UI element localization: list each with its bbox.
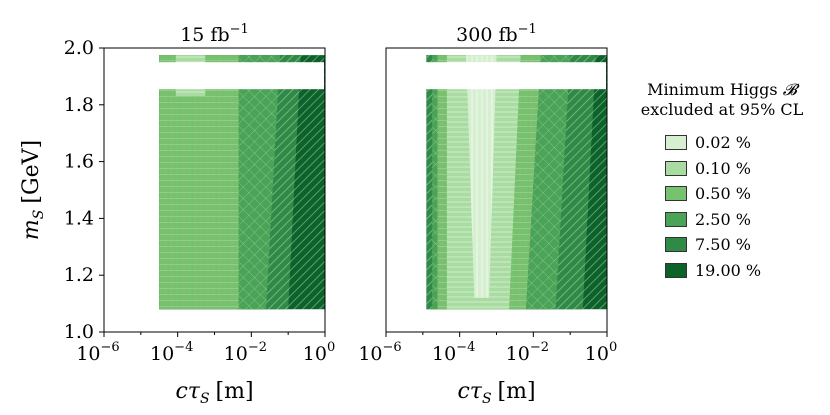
- legend: Minimum Higgs 𝓑 excluded at 95% CL 0.02 …: [622, 80, 822, 283]
- legend-label: 0.02 %: [695, 133, 751, 153]
- x-tick-label: 100: [585, 340, 617, 365]
- legend-label: 2.50 %: [695, 209, 751, 229]
- legend-label: 0.50 %: [695, 184, 751, 204]
- legend-title-line2: excluded at 95% CL: [640, 100, 804, 119]
- panel-title: 300 fb−1: [456, 22, 537, 46]
- legend-item: 0.10 %: [622, 156, 822, 182]
- panel-300fb: 10−6 10−4 10−2 100 300 fb−1 cτS [m]: [358, 22, 617, 407]
- legend-label: 19.00 %: [695, 260, 762, 280]
- x-axis-label: cτS [m]: [175, 379, 253, 407]
- exclusion-region-hatch: [159, 55, 239, 310]
- legend-swatch: [665, 211, 687, 227]
- legend-label: 0.10 %: [695, 158, 751, 178]
- legend-item: 0.02 %: [622, 130, 822, 156]
- y-tick-label: 1.2: [64, 264, 94, 286]
- y-tick-label: 2.0: [64, 37, 94, 59]
- exclusion-region-hatch: [466, 55, 497, 298]
- panel-title: 15 fb−1: [180, 22, 249, 46]
- y-tick-label: 1.4: [64, 207, 94, 229]
- legend-item: 2.50 %: [622, 207, 822, 233]
- legend-swatch: [665, 186, 687, 202]
- legend-swatch: [665, 160, 687, 176]
- x-tick-label: 10−6: [358, 340, 401, 365]
- excluded-mass-band: [105, 62, 324, 90]
- x-tick-label: 10−6: [76, 340, 119, 365]
- x-tick-label: 10−4: [432, 340, 475, 365]
- panel-15fb: 10−6 10−4 10−2 100 1.0 1.2 1.4 1.6 1.8 2.0 15 fb…: [19, 22, 335, 407]
- legend-item: 7.50 %: [622, 232, 822, 258]
- y-tick-label: 1.6: [64, 151, 94, 173]
- x-tick-label: 10−4: [150, 340, 193, 365]
- x-axis-label: cτS [m]: [457, 379, 535, 407]
- x-tick-label: 100: [303, 340, 335, 365]
- legend-swatch: [665, 237, 687, 253]
- legend-title: Minimum Higgs 𝓑 excluded at 95% CL: [622, 80, 822, 120]
- x-tick-label: 10−2: [506, 340, 549, 365]
- legend-swatch: [665, 135, 687, 151]
- legend-title-symbol: 𝓑: [782, 80, 797, 99]
- legend-item: 0.50 %: [622, 181, 822, 207]
- legend-title-line1: Minimum Higgs: [647, 80, 778, 99]
- legend-swatch: [665, 262, 687, 278]
- legend-item: 19.00 %: [622, 258, 822, 284]
- x-tick-label: 10−2: [224, 340, 267, 365]
- excluded-mass-band: [387, 62, 606, 90]
- y-tick-label: 1.8: [64, 94, 94, 116]
- legend-label: 7.50 %: [695, 235, 751, 255]
- y-axis-label: mS[GeV]: [19, 140, 47, 240]
- y-tick-label: 1.0: [64, 321, 94, 343]
